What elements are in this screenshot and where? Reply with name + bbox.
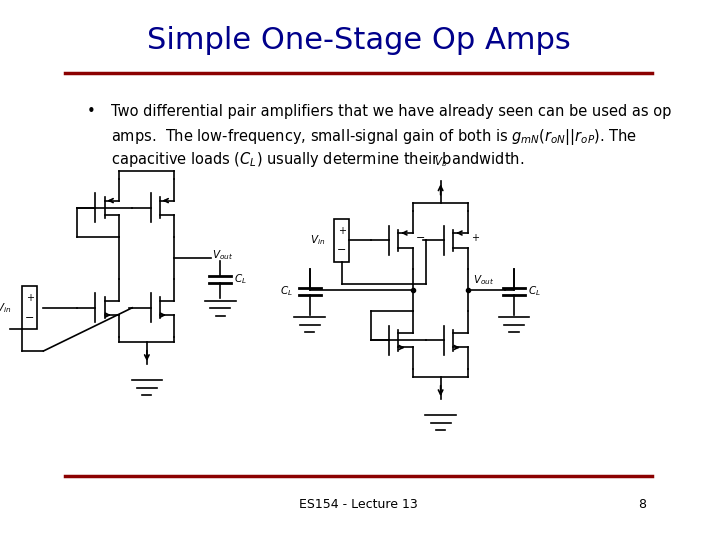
Text: capacitive loads ($C_L$) usually determine their bandwidth.: capacitive loads ($C_L$) usually determi… xyxy=(111,150,524,169)
Text: $V_b$: $V_b$ xyxy=(434,156,447,170)
Bar xyxy=(22,286,37,329)
Text: Two differential pair amplifiers that we have already seen can be used as op: Two differential pair amplifiers that we… xyxy=(111,104,671,119)
Text: $V_{in}$: $V_{in}$ xyxy=(310,233,325,247)
Text: $V_{in}$: $V_{in}$ xyxy=(0,301,12,315)
Text: +: + xyxy=(338,226,346,235)
Text: Simple One-Stage Op Amps: Simple One-Stage Op Amps xyxy=(147,26,570,55)
Text: ES154 - Lecture 13: ES154 - Lecture 13 xyxy=(300,498,418,511)
Text: $V_{out}$: $V_{out}$ xyxy=(212,248,233,262)
Text: $C_L$: $C_L$ xyxy=(279,285,292,299)
Text: −: − xyxy=(25,313,35,322)
Text: +: + xyxy=(26,293,34,303)
Text: +: + xyxy=(471,233,480,242)
Text: $C_L$: $C_L$ xyxy=(234,273,247,286)
Text: amps.  The low-frequency, small-signal gain of both is $g_{mN}$$(r_{oN}$$||r_{oP: amps. The low-frequency, small-signal ga… xyxy=(111,127,637,147)
Text: •: • xyxy=(86,104,95,119)
Text: −: − xyxy=(337,245,346,255)
Text: 8: 8 xyxy=(638,498,647,511)
Bar xyxy=(334,219,349,262)
Text: $V_{out}$: $V_{out}$ xyxy=(473,274,494,287)
Text: $C_L$: $C_L$ xyxy=(528,285,541,299)
Text: −: − xyxy=(416,233,426,242)
